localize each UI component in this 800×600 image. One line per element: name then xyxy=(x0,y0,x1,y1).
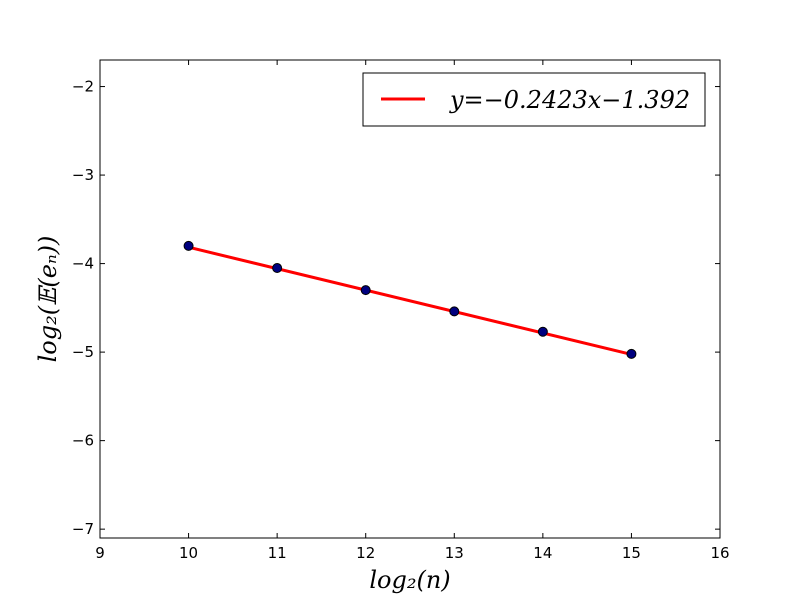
legend: y=−0.2423x−1.392 xyxy=(362,72,706,127)
data-point xyxy=(537,326,548,337)
y-axis-label: log₂(𝔼(eₙ)) xyxy=(34,236,62,363)
y-tick-label: −4 xyxy=(72,255,94,273)
y-tick-label: −3 xyxy=(72,166,94,184)
x-tick-label: 10 xyxy=(179,544,198,562)
data-point xyxy=(272,263,283,274)
ticks-layer: 9 10 11 12 13 14 15 16 −2 −3 −4 −5 −6 −7 xyxy=(72,60,730,562)
x-tick-label: 15 xyxy=(622,544,641,562)
x-tick-label: 9 xyxy=(95,544,105,562)
plot-frame xyxy=(99,59,721,539)
fit-line xyxy=(188,245,632,356)
marks-layer xyxy=(183,240,637,359)
y-tick-label: −7 xyxy=(72,520,94,538)
x-tick-label: 11 xyxy=(268,544,287,562)
y-tick-label: −6 xyxy=(72,432,94,450)
x-tick-label: 16 xyxy=(710,544,729,562)
data-point xyxy=(449,306,460,317)
data-point xyxy=(360,285,371,296)
legend-label: y=−0.2423x−1.392 xyxy=(449,86,690,114)
x-axis-label: log₂(n) xyxy=(369,566,450,594)
data-point xyxy=(626,348,637,359)
data-point xyxy=(183,240,194,251)
x-tick-label: 13 xyxy=(445,544,464,562)
y-tick-label: −2 xyxy=(72,78,94,96)
x-tick-label: 14 xyxy=(533,544,552,562)
x-tick-label: 12 xyxy=(356,544,375,562)
y-tick-label: −5 xyxy=(72,343,94,361)
